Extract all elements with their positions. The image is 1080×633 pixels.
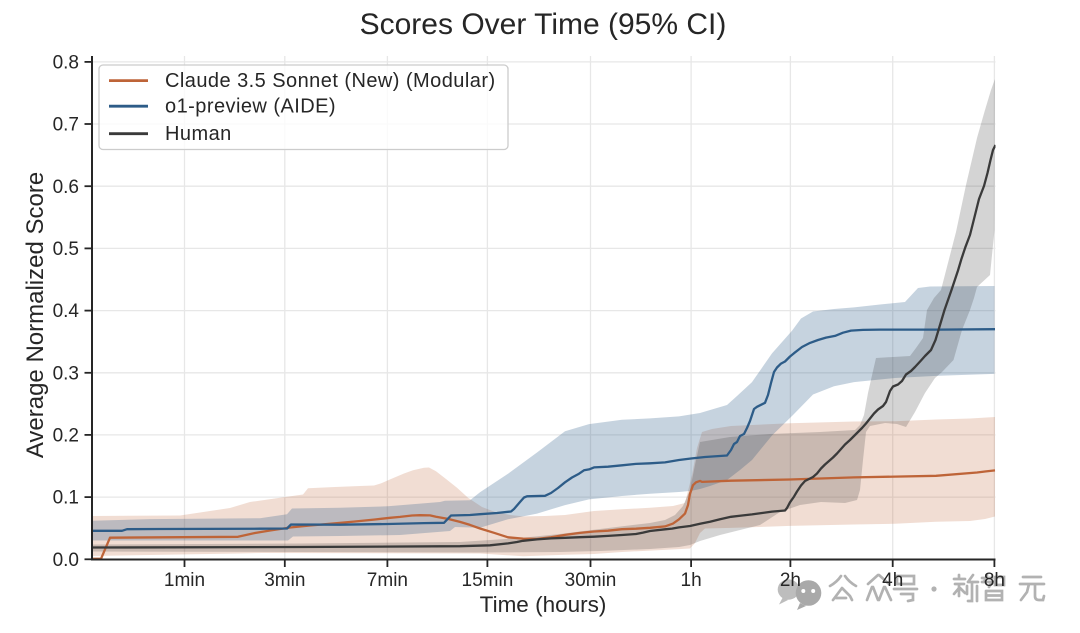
svg-text:Human: Human bbox=[165, 123, 232, 145]
svg-text:Scores Over Time (95% CI): Scores Over Time (95% CI) bbox=[360, 8, 727, 41]
svg-text:8h: 8h bbox=[984, 570, 1005, 591]
svg-text:0.8: 0.8 bbox=[53, 53, 79, 74]
svg-text:Average Normalized Score: Average Normalized Score bbox=[22, 172, 49, 458]
svg-text:30min: 30min bbox=[565, 570, 617, 591]
svg-text:0.5: 0.5 bbox=[53, 239, 79, 260]
svg-text:1h: 1h bbox=[681, 570, 702, 591]
svg-text:15min: 15min bbox=[462, 570, 514, 591]
svg-text:2h: 2h bbox=[780, 570, 801, 591]
svg-text:1min: 1min bbox=[164, 570, 205, 591]
svg-text:Time (hours): Time (hours) bbox=[480, 592, 607, 617]
svg-text:0.0: 0.0 bbox=[53, 550, 79, 571]
svg-text:Claude 3.5 Sonnet (New) (Modul: Claude 3.5 Sonnet (New) (Modular) bbox=[165, 70, 496, 92]
svg-text:4h: 4h bbox=[882, 570, 903, 591]
svg-text:0.1: 0.1 bbox=[53, 488, 79, 509]
svg-text:o1-preview (AIDE): o1-preview (AIDE) bbox=[165, 96, 336, 118]
svg-text:7min: 7min bbox=[367, 570, 408, 591]
svg-text:0.3: 0.3 bbox=[53, 363, 79, 384]
svg-text:3min: 3min bbox=[264, 570, 305, 591]
svg-text:0.7: 0.7 bbox=[53, 115, 79, 136]
svg-text:0.2: 0.2 bbox=[53, 426, 79, 447]
svg-text:0.6: 0.6 bbox=[53, 177, 79, 198]
svg-text:0.4: 0.4 bbox=[53, 301, 80, 322]
